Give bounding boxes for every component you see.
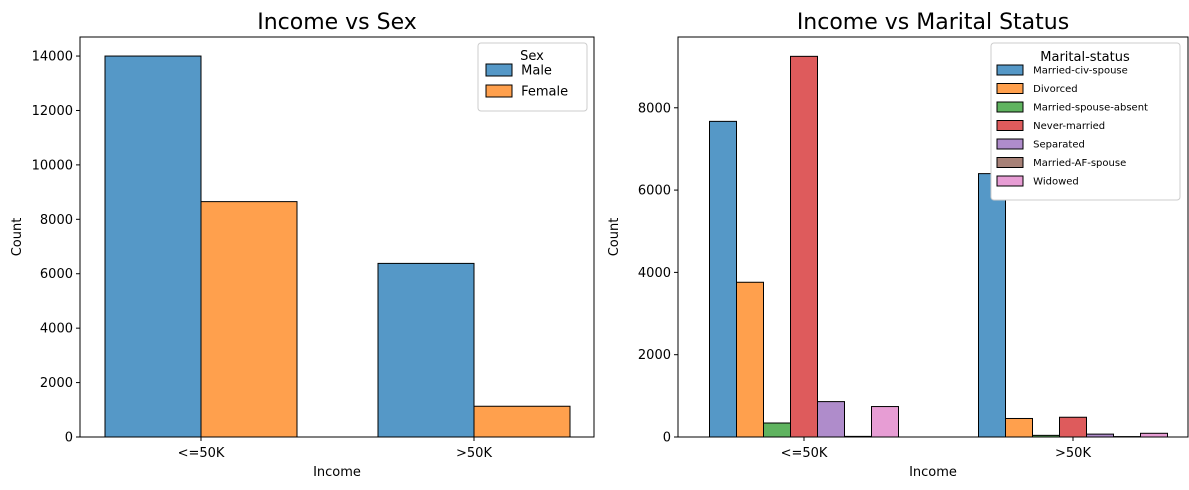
y-axis-label: Count bbox=[10, 218, 25, 257]
x-tick-label: >50K bbox=[1055, 446, 1091, 461]
bar bbox=[200, 201, 298, 438]
legend-label: Female bbox=[517, 85, 568, 100]
bar bbox=[817, 401, 845, 438]
legend-items: Male Female bbox=[485, 63, 568, 100]
legend-label: Married-AF-spouse bbox=[1030, 158, 1126, 169]
bar bbox=[790, 55, 818, 438]
plot-frame bbox=[79, 36, 595, 438]
y-axis-ticks: 0 2000 4000 6000 8000 bbox=[638, 101, 678, 446]
bar bbox=[104, 55, 202, 438]
legend-label: Never-married bbox=[1030, 121, 1105, 132]
legend-items: Married-civ-spouse Divorced Married-spou… bbox=[996, 64, 1148, 188]
x-tick-label: <=50K bbox=[781, 446, 828, 461]
legend-frame bbox=[990, 42, 1181, 201]
bar bbox=[377, 262, 475, 438]
x-axis-label: Income bbox=[313, 465, 361, 480]
x-axis-ticks: <=50K >50K bbox=[178, 437, 492, 461]
bar bbox=[1059, 416, 1087, 438]
y-tick-label: 2000 bbox=[40, 376, 73, 391]
legend-swatch bbox=[996, 175, 1024, 187]
legend-swatch bbox=[996, 138, 1024, 150]
legend-swatch bbox=[996, 64, 1024, 76]
legend-swatch bbox=[996, 101, 1024, 113]
y-tick-label: 0 bbox=[663, 431, 671, 446]
legend-label: Widowed bbox=[1030, 177, 1079, 188]
y-tick-label: 14000 bbox=[32, 50, 73, 65]
bars bbox=[709, 55, 1168, 438]
chart-title: Income vs Sex bbox=[257, 10, 417, 35]
bar bbox=[473, 405, 571, 438]
y-tick-label: 8000 bbox=[40, 213, 73, 228]
chart-income-vs-marital-status: Income vs Marital Status 0 2000 4000 6000 80… bbox=[607, 10, 1189, 480]
y-tick-label: 6000 bbox=[638, 184, 671, 199]
bar bbox=[709, 120, 737, 438]
bar bbox=[978, 173, 1006, 438]
legend-label: Divorced bbox=[1030, 84, 1078, 95]
y-tick-label: 8000 bbox=[638, 101, 671, 116]
legend-swatch bbox=[485, 84, 513, 98]
legend-label: Married-spouse-absent bbox=[1030, 103, 1148, 114]
y-axis-ticks: 0 2000 4000 6000 8000 10000 12000 14000 bbox=[32, 50, 80, 446]
x-axis-ticks: <=50K >50K bbox=[781, 437, 1091, 461]
legend: Sex Male Female bbox=[477, 42, 588, 112]
y-tick-label: 2000 bbox=[638, 348, 671, 363]
legend-swatch bbox=[996, 83, 1024, 94]
legend-title: Sex bbox=[520, 49, 544, 64]
legend-title: Marital-status bbox=[1040, 50, 1130, 65]
legend-swatch bbox=[485, 63, 513, 77]
legend-label: Male bbox=[517, 64, 552, 79]
y-tick-label: 4000 bbox=[638, 266, 671, 281]
legend-label: Separated bbox=[1030, 140, 1085, 151]
x-tick-label: >50K bbox=[456, 446, 492, 461]
y-tick-label: 0 bbox=[65, 431, 73, 446]
y-tick-label: 12000 bbox=[32, 104, 73, 119]
bar bbox=[871, 406, 899, 438]
y-tick-label: 4000 bbox=[40, 322, 73, 337]
legend: Marital-status Married-civ-spouse Divorc… bbox=[990, 42, 1181, 201]
bar bbox=[1005, 417, 1033, 438]
legend-label: Married-civ-spouse bbox=[1030, 66, 1128, 77]
y-axis-label: Count bbox=[607, 218, 622, 257]
chart-title: Income vs Marital Status bbox=[797, 10, 1069, 35]
bar bbox=[736, 281, 764, 438]
bar bbox=[763, 422, 791, 438]
plot-frame bbox=[677, 36, 1189, 438]
legend-swatch bbox=[996, 120, 1024, 131]
bars bbox=[104, 55, 571, 438]
x-axis-label: Income bbox=[909, 465, 957, 480]
legend-swatch bbox=[996, 157, 1024, 168]
x-tick-label: <=50K bbox=[178, 446, 225, 461]
chart-income-vs-sex: Income vs Sex 0 2000 4000 6000 8000 10000 1200… bbox=[10, 10, 595, 480]
y-tick-label: 6000 bbox=[40, 267, 73, 282]
bar bbox=[1140, 432, 1168, 438]
y-tick-label: 10000 bbox=[32, 158, 73, 173]
